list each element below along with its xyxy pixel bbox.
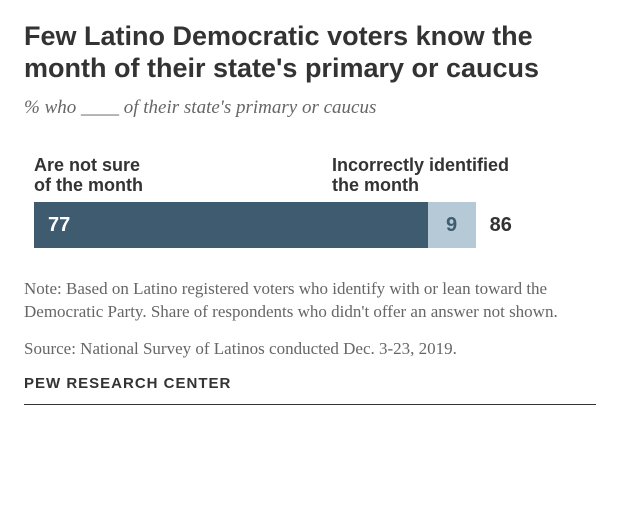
legend-0-line2: of the month [34,175,143,195]
legend-1-line1: Incorrectly identified [332,155,509,175]
legend-label-1: Incorrectly identified the month [332,155,532,196]
legend-1-line2: the month [332,175,419,195]
bar-segment-0: 77 [34,202,428,248]
bar-chart: Are not sure of the month Incorrectly id… [24,155,596,248]
chart-title: Few Latino Democratic voters know the mo… [24,20,596,85]
bar-total-value: 86 [490,214,512,237]
legend-label-0: Are not sure of the month [34,155,332,196]
bar-value-0: 77 [48,214,70,237]
footnote-source: Source: National Survey of Latinos condu… [24,338,596,361]
legend-row: Are not sure of the month Incorrectly id… [34,155,596,196]
bar-value-1: 9 [446,214,457,237]
subtitle-blank: ____ [81,97,119,118]
chart-subtitle: % who ____ of their state's primary or c… [24,97,596,119]
bar-row: 77 9 86 [34,202,596,248]
footnote-note: Note: Based on Latino registered voters … [24,278,596,324]
bottom-divider [24,404,596,405]
bar-segment-1: 9 [428,202,476,248]
legend-0-line1: Are not sure [34,155,140,175]
footer-attribution: PEW RESEARCH CENTER [24,375,596,392]
subtitle-prefix: % who [24,97,81,118]
subtitle-suffix: of their state's primary or caucus [119,97,376,118]
